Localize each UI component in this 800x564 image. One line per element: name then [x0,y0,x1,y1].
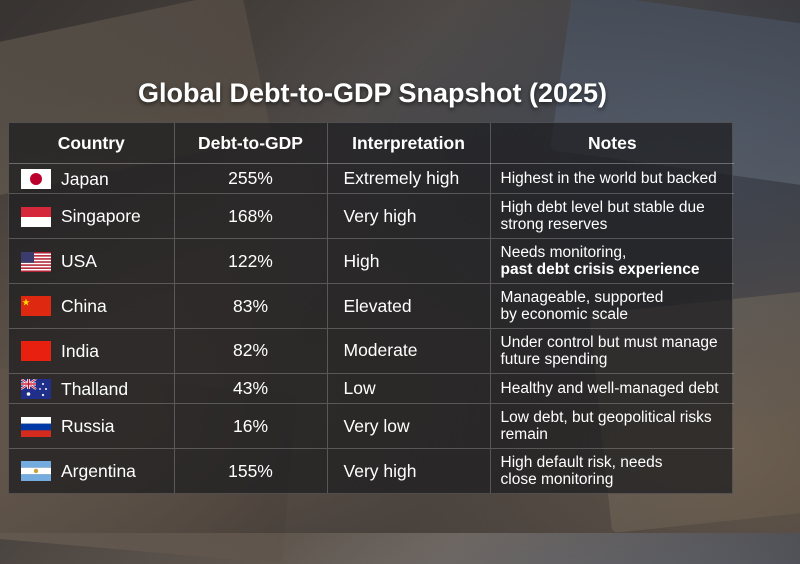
debt-value: 82% [174,328,328,374]
table-row: Japan 255% Extremely high Highest in the… [9,162,734,194]
russia-flag-icon [21,416,51,437]
notes-line: Highest in the world but backed [500,170,717,188]
singapore-flag-icon [21,206,51,227]
interpretation-value: Low [327,372,491,404]
country-name: Argentina [61,460,136,481]
country-cell: Russia [9,403,175,449]
japan-flag-icon [21,169,51,190]
country-cell: Argentina [9,448,175,493]
debt-value: 16% [174,403,328,449]
notes-line: High debt level but stable due [500,199,705,217]
interpretation-value: Very high [327,448,491,493]
interpretation-value: High [327,238,491,284]
table-row: USA 122% High Needs monitoring, past debt… [9,238,734,284]
table-row: Argentina 155% Very high High default ri… [9,448,734,493]
debt-value: 255% [174,162,328,194]
argentina-flag-icon [21,461,51,482]
notes-line: by economic scale [500,306,629,324]
notes-line: past debt crisis experience [500,261,700,279]
notes-line: future spending [500,350,608,368]
table-header-row: Country Debt-to-GDP Interpretation Notes [9,123,734,164]
notes-value: Under control but must manage future spen… [490,328,734,374]
country-cell: Singapore [9,193,175,239]
notes-line: close monitoring [500,471,614,489]
country-cell: China [9,283,175,329]
notes-value: Needs monitoring, past debt crisis experi… [490,238,734,284]
debt-table-panel: Country Debt-to-GDP Interpretation Notes… [8,122,734,494]
notes-line: Manageable, supported [500,289,664,307]
page-title: Global Debt-to-GDP Snapshot (2025) [137,78,608,108]
country-name: Japan [61,168,109,189]
table-row: Thalland 43% Low Healthy and well-manage… [9,372,734,404]
country-cell: Japan [9,162,175,194]
debt-value: 122% [174,238,328,284]
country-cell: USA [9,238,175,284]
country-name: Russia [61,416,115,437]
header-debt-to-gdp: Debt-to-GDP [174,123,328,164]
debt-value: 83% [174,283,328,329]
table-row: India 82% Moderate Under control but mus… [9,328,734,374]
notes-value: Healthy and well-managed debt [490,372,734,404]
interpretation-value: Very low [327,403,491,449]
country-cell: India [9,328,175,374]
interpretation-value: Moderate [327,328,491,374]
debt-value: 168% [174,193,328,239]
notes-line: Healthy and well-managed debt [500,380,719,398]
table-row: China 83% Elevated Manageable, supported… [9,283,734,329]
country-name: India [61,340,99,361]
interpretation-value: Very high [327,193,491,239]
notes-value: Highest in the world but backed [490,162,734,194]
australia-flag-icon [21,378,51,399]
notes-line: Low debt, but geopolitical risks [500,409,712,427]
header-country: Country [9,123,175,164]
notes-line: High default risk, needs [500,454,663,472]
country-name: China [61,295,107,316]
interpretation-value: Elevated [327,283,491,329]
country-name: Thalland [61,378,129,399]
country-name: USA [61,251,97,272]
table-row: Russia 16% Very low Low debt, but geopol… [9,403,734,449]
notes-value: High default risk, needs close monitoring [490,448,734,493]
country-name: Singapore [61,206,141,227]
notes-line: strong reserves [500,216,608,234]
notes-line: Needs monitoring, [500,244,627,262]
debt-value: 155% [174,448,328,493]
india-flag-icon [21,341,51,362]
header-notes: Notes [490,123,734,164]
notes-value: High debt level but stable due strong res… [490,193,734,239]
china-flag-icon [21,296,51,317]
notes-line: remain [500,426,548,444]
usa-flag-icon [21,251,51,272]
debt-table: Country Debt-to-GDP Interpretation Notes… [9,123,734,493]
debt-value: 43% [174,372,328,404]
country-cell: Thalland [9,372,175,404]
header-interpretation: Interpretation [327,123,491,164]
notes-line: Under control but must manage [500,333,718,351]
notes-value: Low debt, but geopolitical risks remain [490,403,734,449]
interpretation-value: Extremely high [327,162,491,194]
notes-value: Manageable, supported by economic scale [490,283,734,329]
table-row: Singapore 168% Very high High debt level… [9,193,734,239]
